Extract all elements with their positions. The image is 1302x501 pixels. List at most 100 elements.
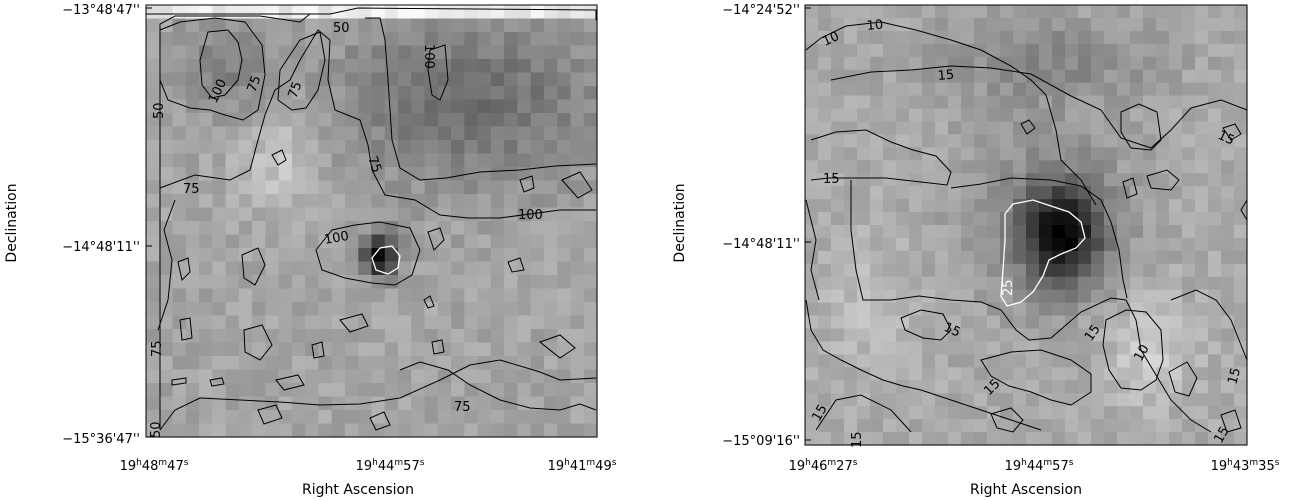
map-pixel (318, 126, 333, 141)
map-pixel (1000, 354, 1014, 368)
map-pixel (1065, 315, 1079, 330)
map-pixel (557, 18, 572, 33)
map-pixel (844, 263, 858, 278)
map-pixel (212, 59, 227, 74)
map-pixel (278, 234, 293, 249)
map-pixel (857, 419, 871, 433)
map-pixel (818, 237, 832, 252)
map-pixel (1117, 237, 1131, 252)
map-pixel (543, 86, 558, 101)
map-pixel (1065, 82, 1079, 97)
map-pixel (530, 113, 545, 128)
map-pixel (265, 5, 280, 20)
map-pixel (212, 396, 227, 411)
map-pixel (1091, 276, 1105, 291)
map-pixel (265, 423, 280, 438)
map-pixel (344, 261, 359, 276)
map-pixel (411, 126, 426, 141)
map-pixel (172, 383, 187, 398)
left-contour-white-peak (371, 245, 401, 275)
map-pixel (517, 86, 532, 101)
map-pixel (1234, 95, 1248, 110)
map-pixel (1052, 186, 1066, 200)
map-pixel (1221, 108, 1235, 123)
map-pixel (1143, 108, 1157, 123)
map-pixel (411, 32, 426, 47)
map-pixel (1039, 432, 1053, 446)
map-pixel (344, 59, 359, 74)
map-pixel (1156, 30, 1170, 45)
map-pixel (805, 263, 819, 278)
map-pixel (291, 207, 306, 222)
map-pixel (398, 72, 412, 87)
map-pixel (504, 288, 519, 303)
map-pixel (818, 212, 832, 226)
map-pixel (451, 194, 465, 209)
map-pixel (252, 342, 266, 357)
map-pixel (146, 329, 160, 344)
map-pixel (883, 160, 897, 174)
map-pixel (1091, 199, 1105, 213)
map-pixel (883, 328, 897, 343)
map-pixel (922, 95, 936, 110)
map-pixel (935, 225, 949, 239)
map-pixel (1091, 95, 1105, 110)
map-pixel (477, 167, 492, 182)
map-pixel (490, 167, 505, 182)
map-pixel (948, 315, 962, 330)
map-pixel (1078, 250, 1092, 265)
map-pixel (331, 153, 346, 168)
map-pixel (922, 5, 936, 19)
map-pixel (530, 261, 545, 276)
map-pixel (384, 248, 399, 263)
map-pixel (1182, 328, 1196, 343)
map-pixel (185, 194, 200, 209)
map-pixel (1000, 69, 1014, 84)
left-y-tick-labels: −13°48'47'' −14°48'11'' −15°36'47'' (62, 3, 140, 447)
map-pixel (1195, 56, 1209, 71)
map-pixel (1169, 147, 1183, 161)
map-pixel (1169, 186, 1183, 200)
map-pixel (974, 199, 988, 213)
map-pixel (199, 113, 213, 128)
left-contour-label: 100 (518, 208, 543, 223)
right-contour-15-mid-left (810, 129, 952, 186)
map-pixel (411, 396, 426, 411)
map-pixel (384, 18, 399, 33)
map-pixel (805, 341, 819, 356)
map-pixel (1039, 108, 1053, 123)
map-pixel (238, 140, 253, 155)
map-pixel (398, 140, 412, 155)
map-pixel (948, 419, 962, 433)
map-pixel (1208, 43, 1222, 58)
map-pixel (883, 108, 897, 123)
map-pixel (424, 369, 439, 384)
map-pixel (398, 153, 412, 168)
map-pixel (1065, 160, 1079, 174)
map-pixel (477, 410, 492, 425)
map-pixel (1039, 406, 1053, 420)
map-pixel (1104, 250, 1118, 265)
map-pixel (1130, 367, 1144, 381)
map-pixel (517, 261, 532, 276)
map-pixel (883, 289, 897, 304)
map-pixel (570, 302, 585, 317)
map-pixel (948, 289, 962, 304)
map-pixel (504, 423, 519, 438)
map-pixel (922, 250, 936, 265)
map-pixel (870, 69, 884, 84)
map-pixel (922, 186, 936, 200)
map-pixel (1195, 95, 1209, 110)
map-pixel (212, 207, 227, 222)
map-pixel (146, 18, 160, 33)
map-pixel (1130, 237, 1144, 252)
map-pixel (987, 82, 1001, 97)
map-pixel (398, 261, 412, 276)
map-pixel (935, 328, 949, 343)
map-pixel (504, 180, 519, 195)
map-pixel (974, 30, 988, 45)
map-pixel (1221, 263, 1235, 278)
map-pixel (570, 5, 585, 20)
map-pixel (398, 207, 412, 222)
map-pixel (844, 108, 858, 123)
